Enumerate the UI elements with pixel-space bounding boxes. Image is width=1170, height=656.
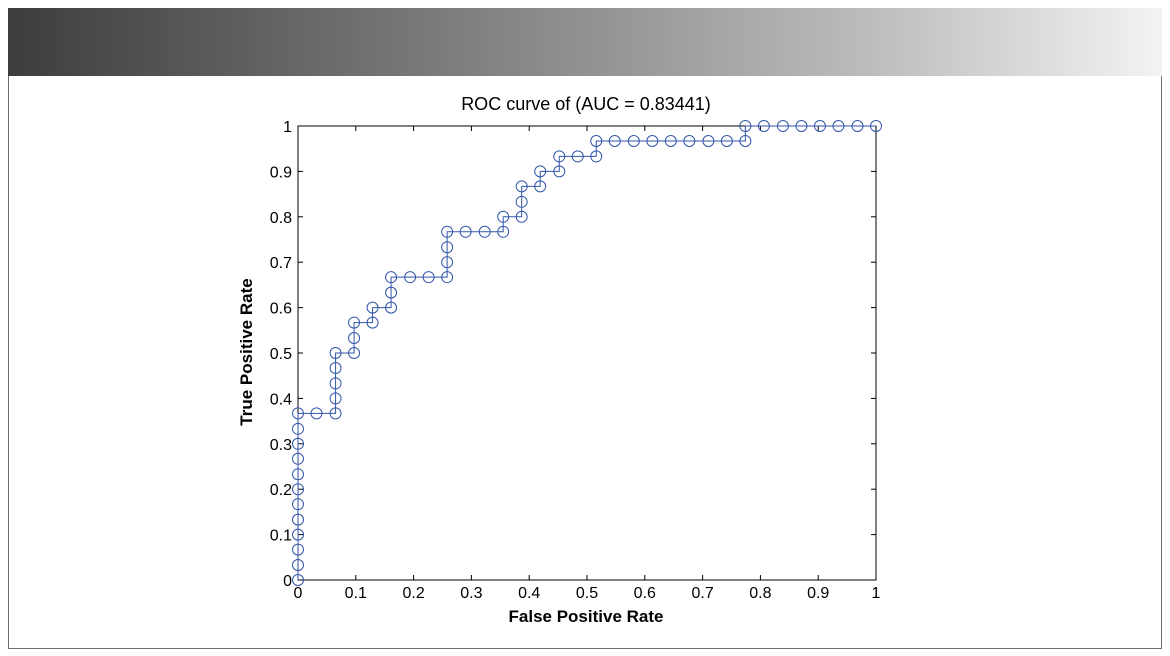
roc-point: [348, 316, 361, 329]
roc-point: [813, 120, 826, 132]
y-tick-label: 0.5: [270, 346, 292, 363]
roc-point: [329, 347, 342, 359]
roc-point: [292, 528, 304, 541]
roc-point: [664, 134, 677, 147]
roc-point: [292, 437, 304, 450]
roc-point: [627, 134, 640, 147]
roc-point: [422, 271, 435, 284]
roc-point: [534, 180, 547, 193]
y-tick-label: 0.3: [270, 437, 292, 454]
roc-point: [385, 286, 398, 299]
roc-point: [515, 195, 528, 208]
roc-point: [292, 574, 304, 586]
x-axis-title: False Positive Rate: [509, 607, 664, 626]
roc-point: [366, 316, 379, 329]
x-tick-label: 0.2: [402, 585, 424, 602]
x-tick-label: 0: [294, 585, 303, 602]
x-tick-label: 0.3: [460, 585, 482, 602]
figure-frame: [8, 76, 1162, 649]
x-tick-label: 0.4: [518, 585, 540, 602]
roc-point: [608, 134, 621, 147]
roc-curve-line: [297, 125, 876, 580]
roc-point: [553, 165, 566, 178]
header-band: [8, 8, 1162, 76]
roc-point: [329, 361, 342, 374]
x-tick-label: 1: [872, 585, 881, 602]
roc-point: [497, 210, 510, 223]
y-axis-title: True Positive Rate: [237, 278, 256, 425]
roc-point: [832, 120, 845, 132]
roc-point: [292, 407, 304, 420]
y-tick-labels: 0 0.1 0.2 0.3 0.4 0.5 0.6 0.7 0.8 0.9 1: [270, 119, 292, 590]
y-tick-label: 0.2: [270, 482, 292, 499]
x-tick-label: 0.8: [749, 585, 771, 602]
roc-point: [478, 225, 491, 238]
roc-point: [553, 150, 566, 163]
x-tick-label: 0.1: [345, 585, 367, 602]
roc-markers: [292, 120, 882, 586]
y-tick-label: 0.9: [270, 164, 292, 181]
roc-point: [870, 120, 882, 132]
x-tick-label: 0.7: [691, 585, 713, 602]
roc-point: [348, 347, 361, 359]
roc-point: [385, 301, 398, 314]
roc-point: [292, 468, 304, 481]
roc-point: [292, 513, 304, 526]
x-tick-label: 0.9: [807, 585, 829, 602]
roc-point: [385, 271, 398, 284]
roc-point: [590, 134, 603, 147]
roc-point: [292, 498, 304, 511]
roc-point: [292, 422, 304, 435]
roc-point: [757, 120, 770, 132]
roc-point: [851, 120, 864, 132]
y-tick-label: 0.4: [270, 391, 292, 408]
roc-point: [515, 180, 528, 193]
roc-point: [459, 225, 472, 238]
roc-point: [702, 134, 715, 147]
roc-point: [329, 377, 342, 390]
x-tick-label: 0.5: [576, 585, 598, 602]
x-tick-labels: 0 0.1 0.2 0.3 0.4 0.5 0.6 0.7 0.8 0.9 1: [294, 585, 881, 602]
y-tick-label: 1: [283, 119, 292, 136]
roc-point: [739, 134, 752, 147]
roc-point: [534, 165, 547, 178]
roc-point: [590, 150, 603, 163]
roc-point: [404, 271, 417, 284]
roc-point: [571, 150, 584, 163]
roc-point: [739, 120, 752, 132]
roc-point: [776, 120, 789, 132]
roc-point: [292, 559, 304, 572]
roc-point: [795, 120, 808, 132]
y-tick-label: 0.6: [270, 301, 292, 318]
roc-point: [646, 134, 659, 147]
roc-point: [366, 301, 379, 314]
x-tick-label: 0.6: [634, 585, 656, 602]
roc-point: [497, 225, 510, 238]
chart-title: ROC curve of (AUC = 0.83441): [461, 94, 711, 114]
roc-point: [515, 210, 528, 223]
y-tick-label: 0.8: [270, 210, 292, 227]
ticks: [297, 125, 877, 581]
roc-point: [348, 332, 361, 345]
roc-point: [329, 407, 342, 420]
plot-area: [297, 125, 877, 581]
roc-point: [292, 543, 304, 556]
roc-point: [441, 225, 454, 238]
roc-point: [329, 392, 342, 405]
roc-point: [441, 241, 454, 254]
roc-point: [683, 134, 696, 147]
roc-point: [441, 256, 454, 269]
y-tick-label: 0: [283, 573, 292, 590]
roc-point: [720, 134, 733, 147]
y-tick-label: 0.7: [270, 255, 292, 272]
roc-point: [310, 407, 323, 420]
roc-point: [441, 271, 454, 284]
y-tick-label: 0.1: [270, 528, 292, 545]
roc-point: [292, 452, 304, 465]
roc-point: [292, 483, 304, 496]
